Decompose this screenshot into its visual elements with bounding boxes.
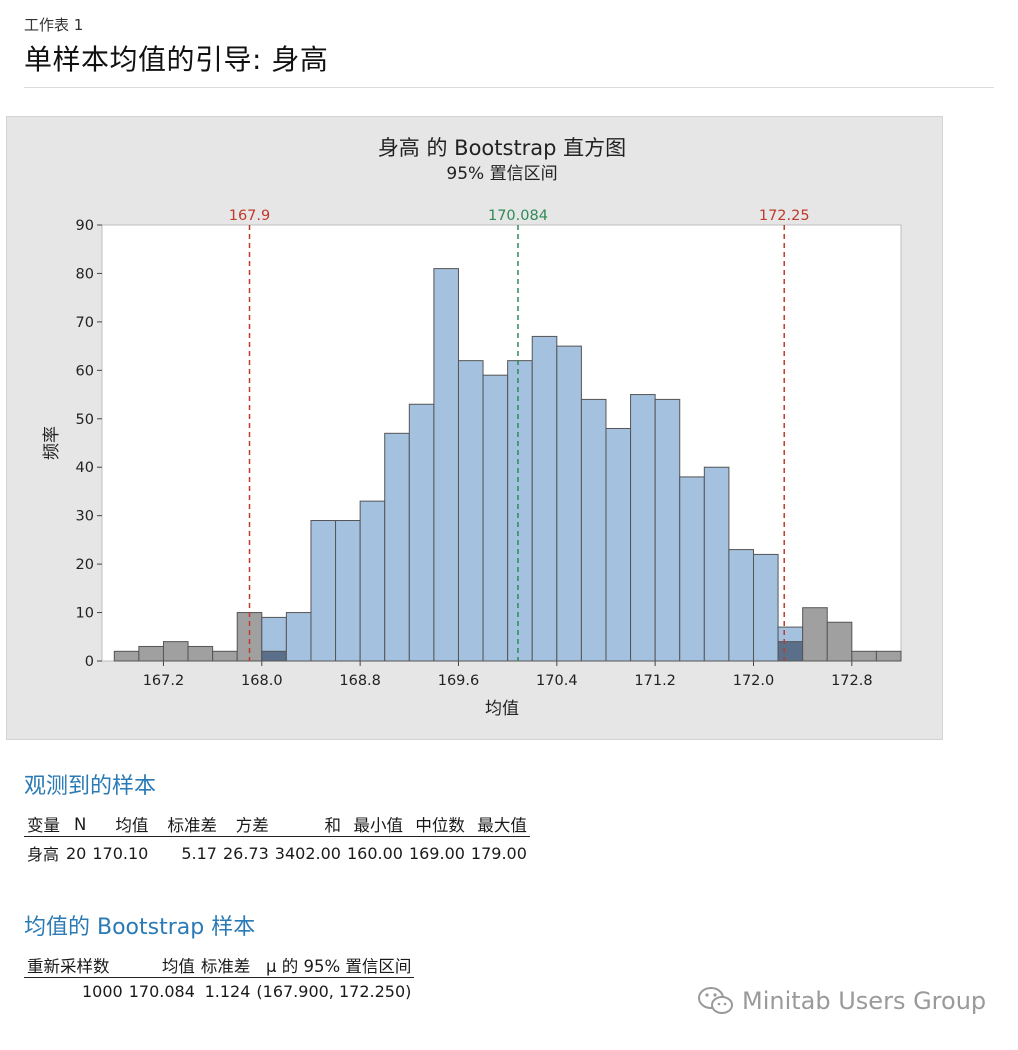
bootstrap-header: 均值	[125, 953, 198, 978]
x-tick-label: 172.0	[733, 673, 775, 689]
y-tick-label: 10	[76, 606, 94, 622]
observed-sample-title: 观测到的样本	[24, 774, 157, 799]
observed-header: 中位数	[405, 812, 468, 837]
x-tick-label: 167.2	[143, 673, 185, 689]
x-tick-label: 171.2	[634, 673, 676, 689]
watermark-text: Minitab Users Group	[742, 987, 987, 1015]
y-tick-label: 80	[76, 266, 94, 282]
histogram-bar	[556, 345, 582, 662]
bootstrap-sample-title: 均值的 Bootstrap 样本	[24, 915, 256, 940]
title-divider	[24, 87, 994, 88]
histogram-bar	[457, 360, 484, 662]
observed-cell: 3402.00	[274, 843, 341, 863]
histogram-bar-outside	[113, 650, 140, 662]
histogram-bar	[630, 394, 656, 662]
chart-subtitle: 95% 置信区间	[446, 164, 557, 184]
histogram-bar	[679, 476, 705, 662]
observed-cell: 26.73	[222, 843, 269, 863]
histogram-bar	[752, 553, 779, 662]
observed-header: N	[63, 812, 90, 837]
x-tick-label: 170.4	[536, 673, 578, 689]
observed-cell: 160.00	[346, 843, 403, 863]
histogram-chart: 身高 的 Bootstrap 直方图 95% 置信区间 0 10 20 30 40 50 60 7…	[42, 136, 902, 719]
observed-cell: 身高	[27, 845, 60, 864]
bootstrap-header: 重新采样数	[24, 953, 126, 978]
reference-line-label: 167.9	[229, 208, 271, 224]
wechat-icon	[698, 987, 733, 1014]
histogram-bar-overlap	[261, 650, 287, 662]
x-axis-label: 均值	[485, 699, 519, 719]
observed-cell: 170.10	[92, 843, 149, 863]
y-tick-label: 20	[76, 557, 94, 573]
histogram-bar-outside	[212, 650, 238, 662]
observed-header: 和	[271, 812, 344, 837]
histogram-chart-panel: 身高 的 Bootstrap 直方图 95% 置信区间 0 10 20 30 40 50 60 7…	[6, 116, 943, 740]
observed-row: 身高 20 170.10 5.17 26.73 3402.00 160.00 169.00 17…	[24, 837, 530, 866]
histogram-bar	[605, 427, 632, 662]
observed-cell: 5.17	[181, 843, 217, 863]
observed-header: 最小值	[343, 812, 406, 837]
histogram-bar	[335, 520, 361, 662]
bootstrap-cell: (167.900, 172.250)	[256, 982, 412, 1001]
bootstrap-header: μ 的 95% 置信区间	[253, 953, 415, 978]
histogram-bar-overlap	[777, 641, 804, 662]
observed-sample-table: 变量 N 均值 标准差 方差和最小值 中位数 最大值 身高 20 170.10 5.17 26.73…	[24, 812, 530, 865]
histogram-bar	[359, 500, 386, 662]
bootstrap-header: 标准差	[197, 953, 254, 978]
observed-header: 标准差	[151, 812, 220, 837]
observed-cell: 169.00	[408, 843, 465, 863]
x-tick-label: 168.0	[241, 673, 283, 689]
histogram-bar	[310, 520, 337, 662]
reference-line-label: 170.084	[488, 208, 548, 224]
bootstrap-cell: 170.084	[128, 982, 195, 1001]
histogram-bar-outside	[802, 607, 828, 662]
histogram-bar-outside	[875, 650, 902, 662]
histogram-bar	[728, 549, 754, 662]
histogram-bar	[285, 612, 312, 662]
sheet-label: 工作表 1	[24, 16, 84, 34]
histogram-bar	[531, 335, 558, 662]
observed-header: 变量	[24, 812, 63, 837]
histogram-bar	[482, 374, 509, 662]
histogram-bar	[433, 268, 459, 662]
observed-cell: 20	[66, 843, 87, 863]
y-tick-label: 40	[76, 460, 94, 476]
page-title: 单样本均值的引导: 身高	[24, 43, 329, 76]
y-tick-label: 60	[76, 363, 94, 379]
histogram-bar-outside	[138, 645, 164, 662]
bootstrap-sample-table: 重新采样数 均值 标准差 μ 的 95% 置信区间 1000 170.084 1.124 (…	[24, 953, 415, 1001]
observed-header: 最大值	[467, 812, 530, 837]
histogram-bar-outside	[187, 645, 214, 662]
bootstrap-row: 1000 170.084 1.124 (167.900, 172.250)	[24, 978, 414, 1001]
histogram-bar-outside	[236, 612, 263, 662]
bootstrap-cell: 1.124	[204, 982, 251, 1001]
histogram-bar	[580, 398, 607, 662]
y-tick-label: 0	[85, 654, 94, 670]
watermark: Minitab Users Group	[696, 985, 986, 1017]
observed-header: 均值	[89, 812, 152, 837]
histogram-bar	[408, 403, 435, 662]
y-tick-label: 90	[76, 218, 94, 234]
y-axis-label: 频率	[42, 426, 62, 460]
histogram-bar-outside	[162, 641, 189, 662]
bootstrap-cell: 1000	[82, 982, 123, 1001]
y-tick-label: 30	[76, 509, 94, 525]
observed-header: 方差	[219, 812, 272, 837]
histogram-bar	[507, 360, 533, 662]
observed-cell: 179.00	[470, 843, 527, 863]
histogram-bar	[703, 466, 730, 662]
reference-line-label: 172.25	[759, 208, 810, 224]
y-tick-label: 70	[76, 315, 94, 331]
histogram-bar	[384, 432, 410, 662]
x-tick-label: 168.8	[339, 673, 381, 689]
x-tick-label: 169.6	[438, 673, 480, 689]
histogram-bar	[654, 398, 681, 662]
x-tick-label: 172.8	[831, 673, 873, 689]
histogram-bar-outside	[826, 621, 853, 662]
histogram-bar-outside	[851, 650, 877, 662]
y-tick-label: 50	[76, 412, 94, 428]
chart-title: 身高 的 Bootstrap 直方图	[378, 136, 626, 160]
